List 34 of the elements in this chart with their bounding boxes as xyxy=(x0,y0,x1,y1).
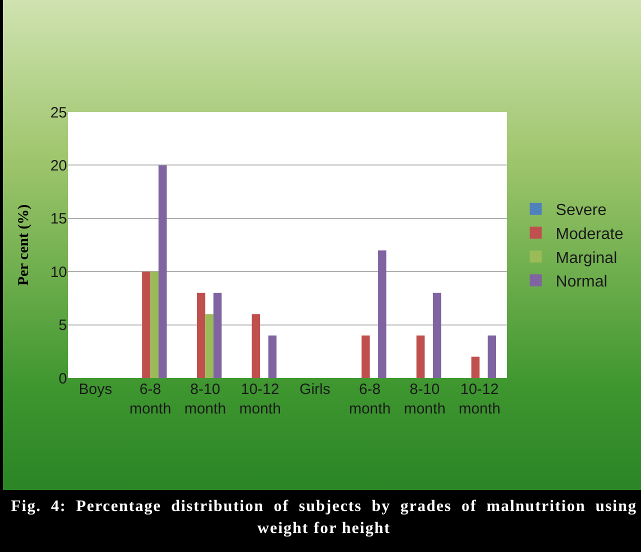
x-tick-label: Girls xyxy=(300,381,330,398)
bar xyxy=(362,335,370,378)
y-tick-label: 15 xyxy=(50,210,67,228)
y-tick-label: 25 xyxy=(50,104,67,122)
bar xyxy=(378,250,386,378)
legend-label: Normal xyxy=(556,274,608,291)
text: Fig. 4: Percentage distribution of subjects by grades of malnutrition using weight for height xyxy=(3,490,641,552)
bar xyxy=(471,356,480,378)
x-tick-label: 10-12 month xyxy=(458,381,500,418)
bar xyxy=(432,292,442,378)
bar xyxy=(488,335,496,378)
legend-label: Severe xyxy=(556,202,607,220)
bar xyxy=(196,292,206,378)
bar xyxy=(416,335,425,378)
bar xyxy=(205,314,214,378)
x-tick-label: 8-10 month xyxy=(184,381,226,418)
y-tick-label: 10 xyxy=(50,264,67,281)
bar xyxy=(150,272,159,378)
bar xyxy=(268,335,277,378)
y-tick-label: 20 xyxy=(50,157,67,174)
bar xyxy=(158,165,167,378)
bar xyxy=(252,314,260,378)
y-tick-label: 5 xyxy=(58,317,67,334)
legend-label: Marginal xyxy=(556,250,618,267)
bar xyxy=(142,272,150,378)
y-axis-title: Per cent (%) xyxy=(16,204,32,286)
x-tick-label: 8-10 month xyxy=(404,381,446,418)
bar xyxy=(213,292,222,378)
legend-label: Moderate xyxy=(556,226,624,243)
x-tick-label: Boys xyxy=(78,381,112,398)
x-tick-label: 6-8 month xyxy=(348,381,391,418)
x-tick-label: 10-12 month xyxy=(239,381,281,418)
y-tick-label: 0 xyxy=(58,370,67,388)
x-tick-label: 6-8 month xyxy=(129,381,172,418)
